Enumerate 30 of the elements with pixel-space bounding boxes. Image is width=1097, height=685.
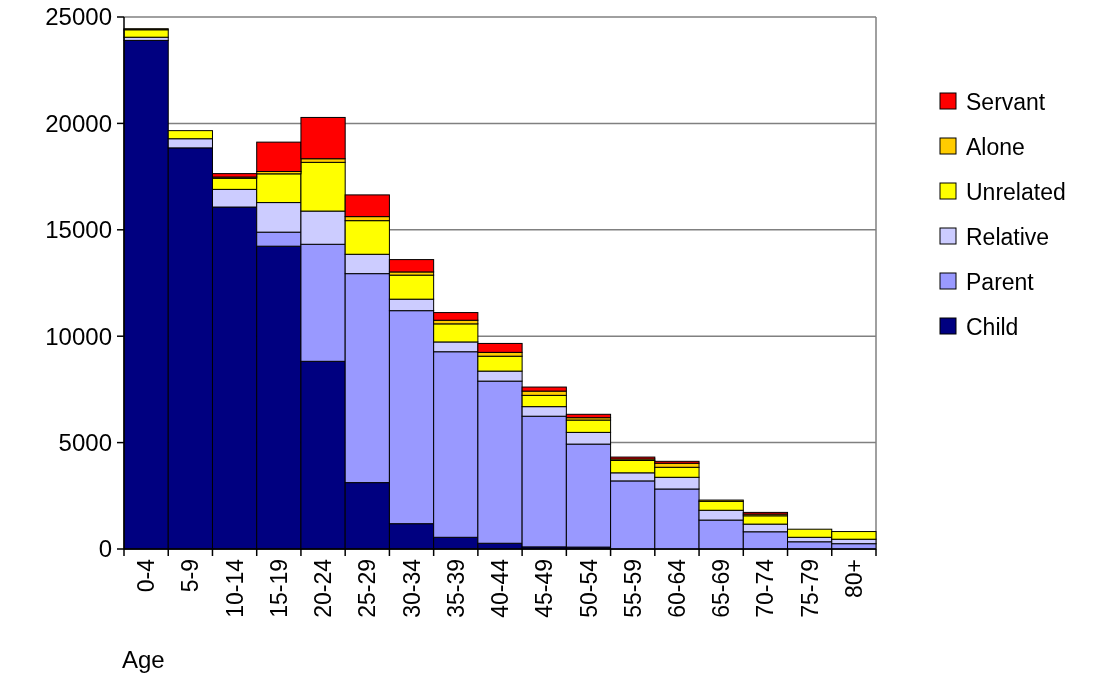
legend-label: Servant — [966, 89, 1046, 116]
x-tick-label: 20-24 — [310, 558, 337, 618]
legend-label: Relative — [966, 224, 1050, 251]
legend-label: Parent — [966, 269, 1035, 296]
x-tick-label: 40-44 — [487, 558, 514, 618]
x-tick-label: 75-79 — [796, 559, 823, 618]
x-tick-label: 60-64 — [663, 558, 690, 618]
x-tick-label: 45-49 — [531, 559, 558, 618]
x-tick-label: 5-9 — [177, 559, 204, 593]
x-tick-label: 70-74 — [752, 558, 779, 618]
x-tick-label: 10-14 — [221, 558, 248, 618]
x-tick-label: 50-54 — [575, 558, 602, 618]
x-tick-label: 30-34 — [398, 558, 425, 618]
legend-label: Child — [966, 314, 1019, 341]
x-tick-label: 80+ — [840, 559, 867, 599]
y-tick-label: 0 — [98, 535, 112, 563]
y-tick-label: 25000 — [45, 3, 112, 31]
x-tick-label: 0-4 — [133, 558, 160, 593]
x-axis-title: Age — [122, 646, 165, 673]
x-tick-label: 55-59 — [619, 559, 646, 618]
y-tick-label: 5000 — [58, 429, 112, 456]
legend-label: Unrelated — [966, 179, 1066, 206]
y-tick-label: 20000 — [45, 109, 112, 137]
x-tick-label: 15-19 — [265, 559, 292, 618]
legend-label: Alone — [966, 134, 1025, 161]
x-tick-label: 65-69 — [708, 559, 735, 618]
y-tick-label: 10000 — [45, 322, 112, 350]
x-tick-label: 35-39 — [442, 559, 469, 618]
y-tick-label: 15000 — [45, 216, 112, 244]
x-tick-label: 25-29 — [354, 559, 381, 618]
